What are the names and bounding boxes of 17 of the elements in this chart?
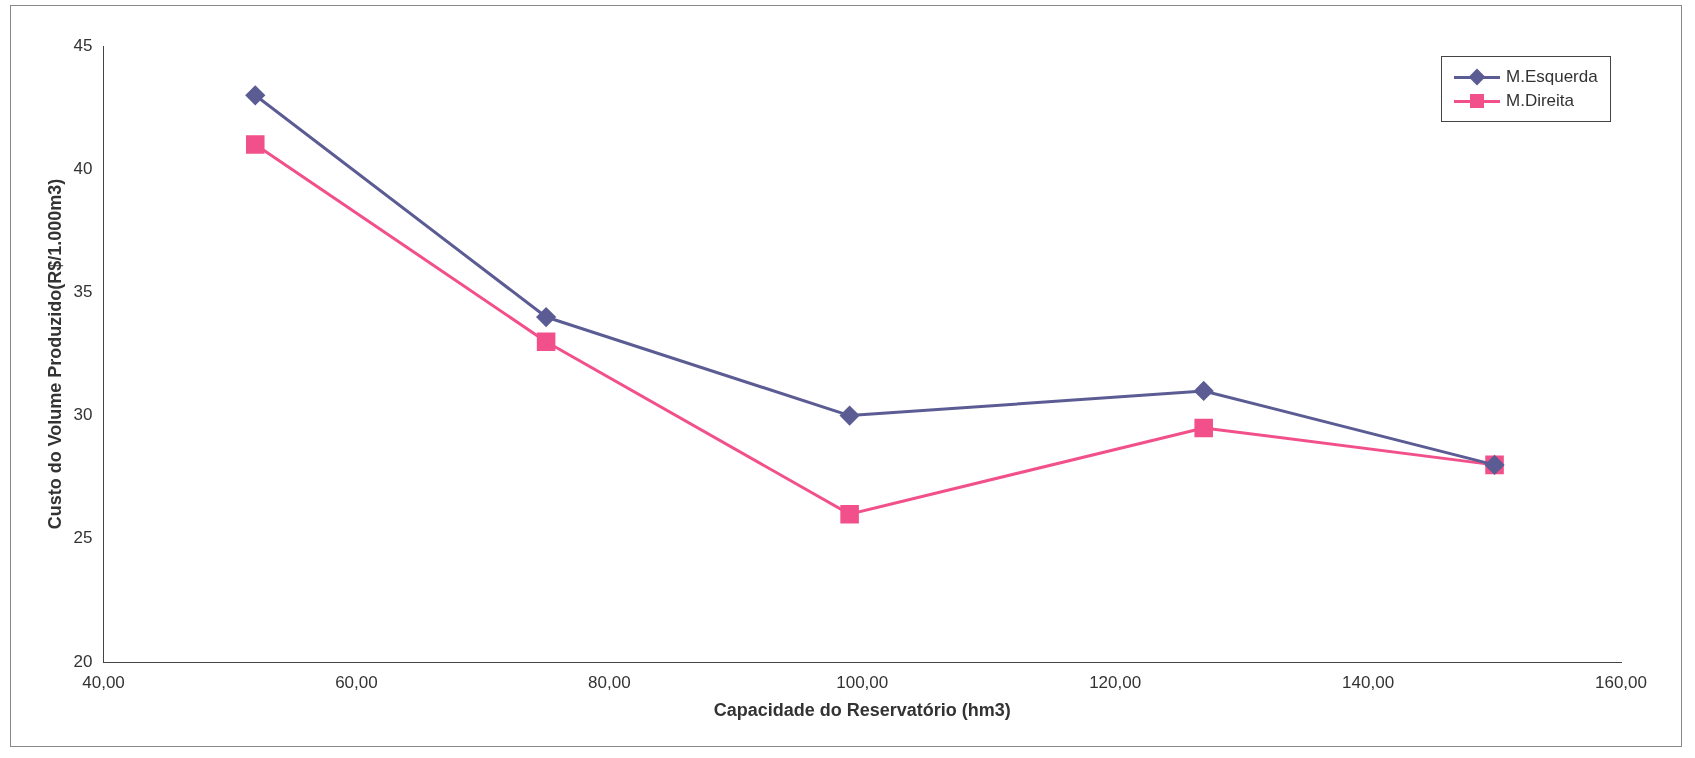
legend-label: M.Direita [1506, 91, 1575, 111]
x-tick-label: 60,00 [335, 672, 378, 692]
x-axis-title: Capacidade do Reservatório (hm3) [713, 700, 1011, 721]
x-tick-label: 80,00 [588, 672, 631, 692]
x-tick-label: 120,00 [1089, 672, 1142, 692]
x-tick-label: 140,00 [1342, 672, 1395, 692]
y-tick-label: 45 [73, 35, 93, 55]
y-tick-label: 20 [73, 651, 93, 671]
y-tick-label: 25 [73, 528, 93, 548]
x-tick-label: 160,00 [1595, 672, 1647, 692]
y-tick-label: 30 [73, 405, 93, 425]
x-tick-label: 40,00 [82, 672, 125, 692]
y-axis-title: Custo do Volume Produzido(R$/1.000m3) [44, 178, 65, 530]
legend-label: M.Esquerda [1506, 67, 1598, 87]
x-tick-label: 100,00 [836, 672, 889, 692]
y-tick-label: 35 [73, 282, 93, 302]
y-tick-label: 40 [73, 158, 93, 178]
